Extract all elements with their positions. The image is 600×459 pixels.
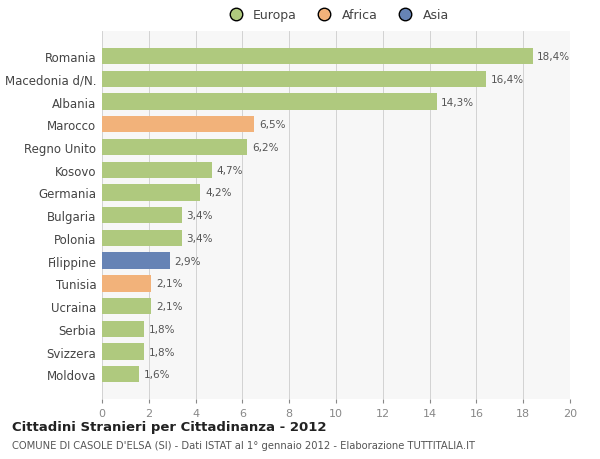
Text: 6,2%: 6,2%: [252, 143, 278, 153]
Bar: [102, 298, 151, 314]
Text: 3,4%: 3,4%: [186, 234, 213, 243]
Text: Cittadini Stranieri per Cittadinanza - 2012: Cittadini Stranieri per Cittadinanza - 2…: [12, 420, 326, 433]
Bar: [102, 253, 170, 269]
Text: 1,6%: 1,6%: [144, 369, 170, 380]
Bar: [102, 162, 212, 179]
Text: COMUNE DI CASOLE D'ELSA (SI) - Dati ISTAT al 1° gennaio 2012 - Elaborazione TUTT: COMUNE DI CASOLE D'ELSA (SI) - Dati ISTA…: [12, 440, 475, 450]
Bar: [102, 117, 254, 133]
Bar: [102, 366, 139, 383]
Text: 6,5%: 6,5%: [259, 120, 285, 130]
Bar: [102, 321, 144, 337]
Text: 16,4%: 16,4%: [490, 75, 524, 84]
Legend: Europa, Africa, Asia: Europa, Africa, Asia: [219, 6, 453, 26]
Bar: [102, 207, 182, 224]
Bar: [102, 72, 486, 88]
Text: 4,7%: 4,7%: [217, 165, 243, 175]
Text: 18,4%: 18,4%: [537, 52, 571, 62]
Text: 4,2%: 4,2%: [205, 188, 232, 198]
Text: 2,1%: 2,1%: [156, 302, 182, 311]
Text: 2,1%: 2,1%: [156, 279, 182, 289]
Text: 2,9%: 2,9%: [175, 256, 201, 266]
Bar: [102, 140, 247, 156]
Text: 14,3%: 14,3%: [442, 97, 475, 107]
Bar: [102, 49, 533, 65]
Text: 1,8%: 1,8%: [149, 324, 175, 334]
Text: 3,4%: 3,4%: [186, 211, 213, 221]
Bar: [102, 344, 144, 360]
Bar: [102, 275, 151, 292]
Bar: [102, 230, 182, 246]
Bar: [102, 185, 200, 201]
Text: 1,8%: 1,8%: [149, 347, 175, 357]
Bar: [102, 94, 437, 111]
